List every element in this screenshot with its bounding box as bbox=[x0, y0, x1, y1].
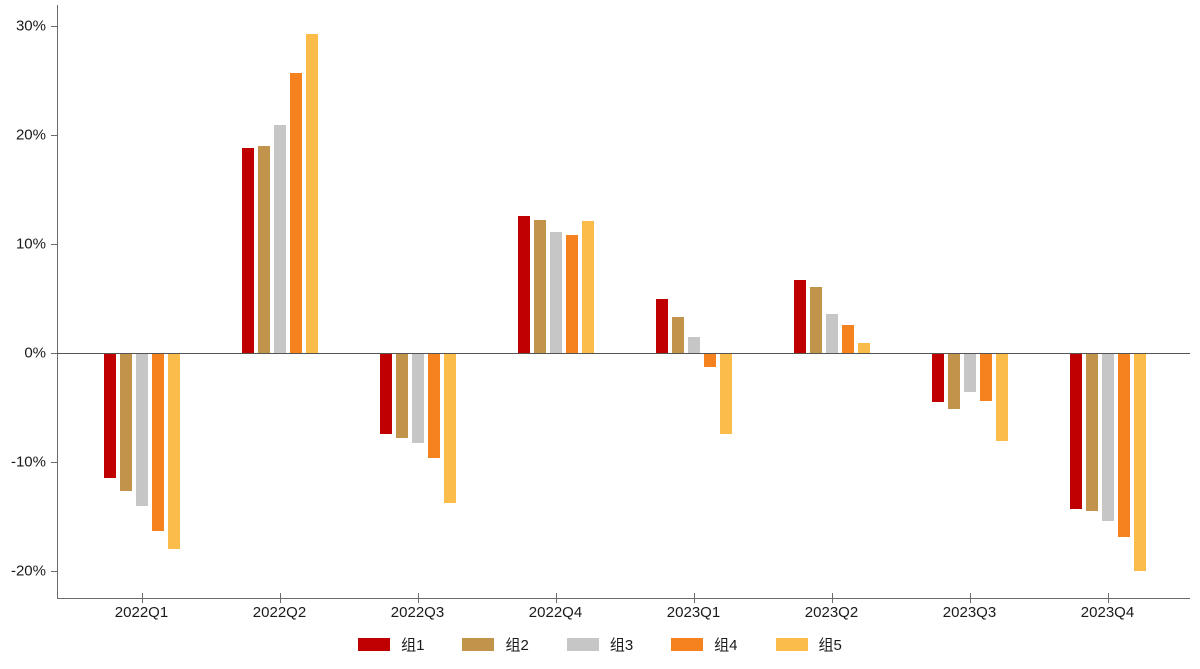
x-tick-mark bbox=[279, 593, 281, 603]
x-tick-mark bbox=[141, 593, 143, 603]
bar-2022Q1-组3 bbox=[135, 354, 148, 506]
bar-2023Q2-组3 bbox=[825, 313, 838, 353]
bar-2023Q2-组1 bbox=[793, 279, 806, 353]
legend-label: 组3 bbox=[609, 637, 634, 654]
x-axis-label: 2022Q2 bbox=[252, 604, 307, 621]
bar-2023Q2-组2 bbox=[809, 286, 822, 353]
x-axis-label: 2023Q1 bbox=[666, 604, 721, 621]
legend: 组1 组2 组3 组4 组5 bbox=[0, 634, 1200, 655]
x-tick-mark bbox=[417, 593, 419, 603]
bar-2022Q1-组5 bbox=[167, 354, 180, 550]
bar-2022Q4-组1 bbox=[517, 215, 530, 353]
bar-2023Q1-组1 bbox=[655, 298, 668, 353]
legend-item: 组4 bbox=[671, 634, 738, 655]
y-tick-mark bbox=[51, 135, 57, 136]
bar-2022Q3-组5 bbox=[443, 354, 456, 504]
x-tick-mark bbox=[969, 593, 971, 603]
bar-2023Q3-组5 bbox=[995, 354, 1008, 442]
x-axis-label: 2023Q2 bbox=[804, 604, 859, 621]
bar-2023Q3-组4 bbox=[979, 354, 992, 401]
legend-label: 组2 bbox=[505, 637, 529, 654]
bar-2022Q1-组1 bbox=[103, 354, 116, 479]
x-axis-label: 2023Q3 bbox=[942, 604, 997, 621]
bar-2022Q3-组3 bbox=[411, 354, 424, 444]
x-tick-mark bbox=[831, 593, 833, 603]
bar-2023Q3-组2 bbox=[947, 354, 960, 409]
y-tick-mark bbox=[51, 571, 57, 572]
bar-2023Q4-组4 bbox=[1117, 354, 1130, 538]
bar-2023Q2-组4 bbox=[841, 324, 854, 353]
y-tick-label: -10% bbox=[10, 453, 46, 471]
y-tick-label: 10% bbox=[15, 235, 46, 253]
bar-2023Q4-组5 bbox=[1133, 354, 1146, 571]
bar-2023Q4-组3 bbox=[1101, 354, 1114, 521]
legend-item: 组2 bbox=[462, 634, 529, 655]
bar-2022Q2-组3 bbox=[273, 125, 286, 353]
y-tick-mark bbox=[51, 244, 57, 245]
y-tick-label: 20% bbox=[15, 126, 46, 144]
bar-2022Q2-组4 bbox=[289, 72, 302, 353]
x-tick-mark bbox=[693, 593, 695, 603]
legend-swatch-icon bbox=[775, 638, 808, 651]
y-tick-label: -20% bbox=[10, 562, 46, 580]
bar-2022Q2-组2 bbox=[257, 145, 270, 353]
bar-2023Q3-组3 bbox=[963, 354, 976, 393]
legend-swatch-icon bbox=[358, 638, 391, 651]
y-tick-mark bbox=[51, 462, 57, 463]
bar-2023Q1-组2 bbox=[671, 317, 684, 353]
legend-swatch-icon bbox=[462, 638, 495, 651]
bar-2023Q1-组5 bbox=[719, 354, 732, 434]
legend-label: 组5 bbox=[818, 637, 842, 654]
zero-baseline bbox=[57, 353, 1190, 354]
x-axis-label: 2023Q4 bbox=[1080, 604, 1135, 621]
x-tick-mark bbox=[1107, 593, 1109, 603]
y-tick-label: 0% bbox=[24, 344, 46, 362]
bar-2023Q1-组3 bbox=[687, 336, 700, 353]
x-axis-line bbox=[57, 598, 1190, 599]
legend-item: 组3 bbox=[566, 634, 634, 655]
bar-2022Q4-组5 bbox=[581, 221, 594, 353]
bar-2022Q4-组3 bbox=[549, 232, 562, 353]
bar-2022Q2-组1 bbox=[241, 148, 254, 353]
x-axis-label: 2022Q4 bbox=[528, 604, 583, 621]
legend-label: 组4 bbox=[714, 637, 738, 654]
x-axis-label: 2022Q1 bbox=[114, 604, 169, 621]
legend-item: 组5 bbox=[775, 634, 842, 655]
x-axis-label: 2022Q3 bbox=[390, 604, 445, 621]
bar-2022Q3-组4 bbox=[427, 354, 440, 458]
legend-swatch-icon bbox=[671, 638, 704, 651]
legend-swatch-icon bbox=[566, 638, 599, 651]
bar-2022Q4-组2 bbox=[533, 220, 546, 353]
x-tick-mark bbox=[555, 593, 557, 603]
bar-2022Q1-组2 bbox=[119, 354, 132, 492]
bar-2022Q2-组5 bbox=[305, 33, 318, 353]
bar-2023Q1-组4 bbox=[703, 354, 716, 368]
y-axis-line bbox=[57, 5, 58, 598]
bar-2022Q3-组2 bbox=[395, 354, 408, 438]
bar-2023Q3-组1 bbox=[931, 354, 944, 402]
y-tick-mark bbox=[51, 26, 57, 27]
legend-label: 组1 bbox=[401, 637, 425, 654]
bar-2022Q4-组4 bbox=[565, 235, 578, 353]
bar-2022Q1-组4 bbox=[151, 354, 164, 531]
legend-item: 组1 bbox=[358, 634, 424, 655]
bar-2023Q2-组5 bbox=[857, 343, 870, 353]
bar-2023Q4-组2 bbox=[1085, 354, 1098, 511]
bar-2023Q4-组1 bbox=[1069, 354, 1082, 509]
y-tick-label: 30% bbox=[15, 17, 46, 35]
bar-2022Q3-组1 bbox=[379, 354, 392, 434]
y-tick-mark bbox=[51, 353, 57, 354]
